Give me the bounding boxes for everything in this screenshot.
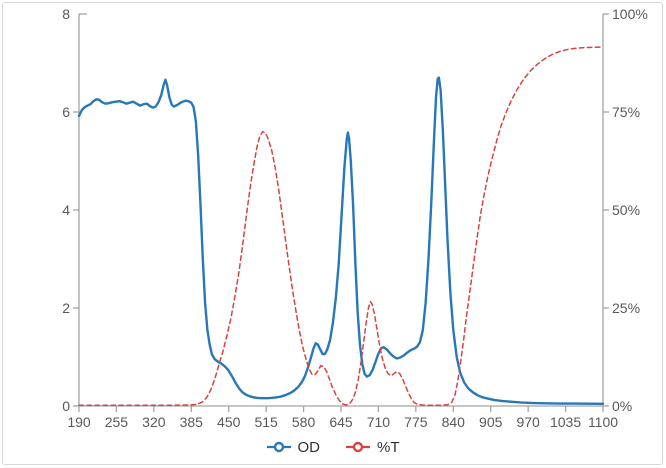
x-tick-label: 710	[367, 414, 391, 430]
legend-item-od[interactable]: OD	[266, 438, 321, 456]
od-line-marker-icon	[266, 441, 291, 453]
x-tick-label: 515	[254, 414, 278, 430]
y-left-tick-label: 2	[62, 300, 70, 316]
x-tick-label: 1035	[550, 414, 581, 430]
chart-legend: OD %T	[0, 436, 666, 458]
x-tick-label: 645	[329, 414, 353, 430]
x-tick-label: 840	[442, 414, 466, 430]
x-tick-label: 580	[292, 414, 316, 430]
x-tick-label: 255	[105, 414, 129, 430]
x-tick-label: 1100	[588, 414, 618, 430]
y-right-tick-label: 100%	[612, 6, 648, 22]
y-left-tick-label: 4	[62, 202, 70, 218]
legend-label-od: OD	[297, 438, 321, 456]
y-right-tick-label: 0%	[612, 398, 632, 414]
y-right-tick-label: 75%	[612, 104, 640, 120]
x-tick-label: 450	[217, 414, 241, 430]
y-left-tick-label: 8	[62, 6, 70, 22]
x-tick-label: 320	[142, 414, 166, 430]
legend-label-t: %T	[377, 438, 400, 456]
x-tick-label: 970	[516, 414, 540, 430]
y-right-tick-label: 50%	[612, 202, 640, 218]
y-left-tick-label: 0	[62, 398, 70, 414]
t-line-marker-icon	[346, 441, 370, 453]
y-left-tick-label: 6	[62, 104, 70, 120]
x-tick-label: 385	[180, 414, 204, 430]
x-tick-label: 775	[404, 414, 428, 430]
x-tick-label: 190	[67, 414, 91, 430]
series-line-od	[77, 76, 605, 405]
legend-item-t[interactable]: %T	[346, 439, 400, 456]
x-tick-label: 905	[479, 414, 503, 430]
y-right-tick-label: 25%	[612, 300, 640, 316]
